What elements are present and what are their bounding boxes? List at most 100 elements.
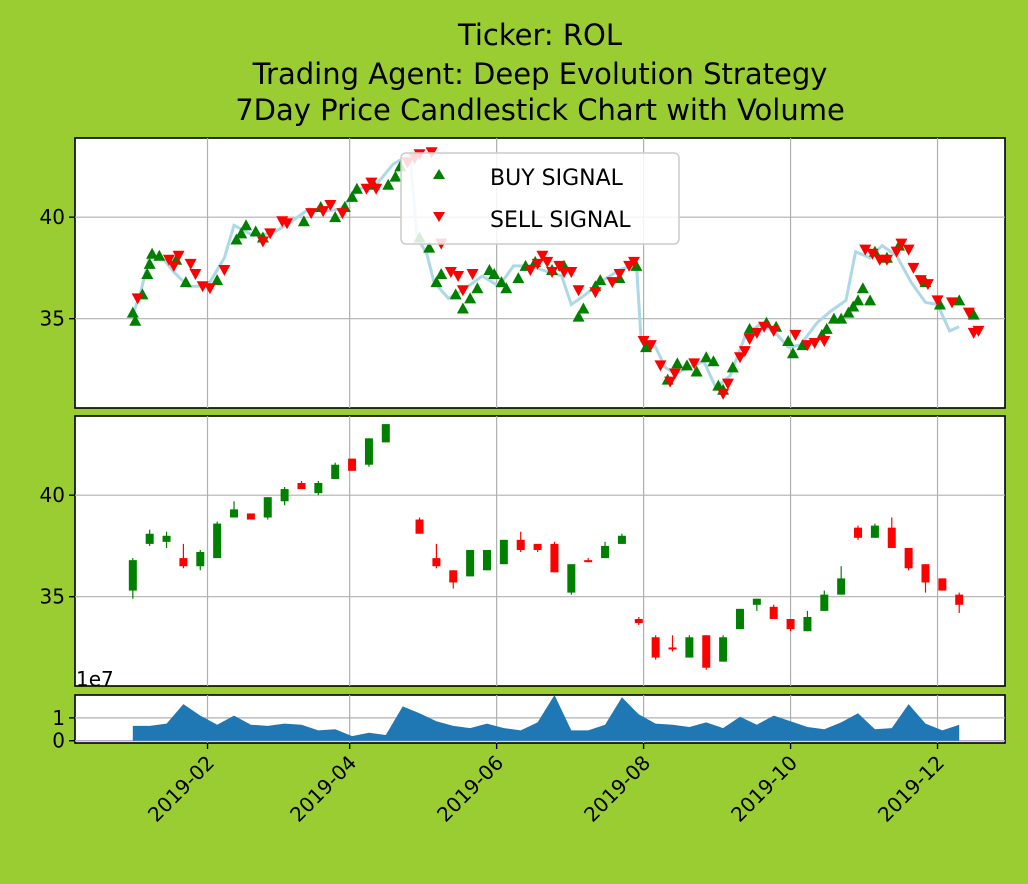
- sell-signal-marker: [565, 266, 578, 278]
- candle: [550, 541, 559, 573]
- buy-signal-marker: [153, 249, 166, 261]
- sell-signal-marker: [902, 244, 915, 256]
- sell-signal-marker: [162, 254, 175, 266]
- buy-signal-marker: [671, 357, 684, 369]
- sell-signal-marker: [365, 177, 378, 189]
- candle: [449, 570, 458, 589]
- sell-signal-marker: [370, 183, 383, 195]
- sell-signal-marker: [324, 199, 337, 211]
- sell-signal-marker: [572, 285, 585, 297]
- sell-signal-marker: [890, 246, 903, 258]
- candle: [246, 513, 255, 520]
- candle: [230, 501, 239, 518]
- candle-body: [179, 558, 188, 567]
- sell-signal-marker: [914, 275, 927, 287]
- buy-signal-marker: [726, 361, 739, 373]
- buy-signal-marker: [146, 247, 159, 259]
- volume-panel: 01 1e7: [52, 667, 1006, 753]
- candle: [213, 521, 222, 559]
- legend-buy-label: BUY SIGNAL: [490, 166, 624, 191]
- candle-body: [938, 578, 947, 591]
- candle-body: [921, 564, 930, 583]
- buy-signal-marker: [179, 276, 192, 288]
- candles: [128, 424, 964, 670]
- buy-signal-marker: [435, 268, 448, 280]
- candle: [786, 619, 795, 632]
- y-tick-label: 40: [40, 205, 65, 229]
- y-tick-label: 35: [40, 585, 65, 609]
- sell-signal-marker: [972, 325, 985, 337]
- sell-signal-marker: [688, 358, 701, 370]
- sell-signal-marker: [167, 260, 180, 272]
- candle: [331, 462, 340, 479]
- buy-signal-marker: [211, 274, 224, 286]
- candle: [584, 558, 593, 563]
- candle: [668, 635, 677, 652]
- candle-body: [837, 578, 846, 595]
- sell-signal-marker: [360, 183, 373, 195]
- candle-body: [128, 560, 137, 591]
- buy-signal-marker: [852, 294, 865, 306]
- buy-signal-marker: [820, 322, 833, 334]
- buy-signal-marker: [329, 211, 342, 223]
- buy-signal-marker: [864, 294, 877, 306]
- candle: [820, 590, 829, 611]
- buy-signal-marker: [382, 178, 395, 190]
- sell-signal-marker: [203, 283, 216, 295]
- candle: [601, 541, 610, 559]
- buy-signal-marker: [430, 276, 443, 288]
- candle-body: [752, 598, 761, 605]
- candle-body: [213, 523, 222, 559]
- buy-signal-marker: [577, 302, 590, 314]
- sell-signal-marker: [738, 346, 751, 358]
- buy-signal-marker: [933, 298, 946, 310]
- candle: [162, 531, 171, 548]
- sell-signal-marker: [336, 208, 349, 220]
- buy-signal-marker: [953, 294, 966, 306]
- sell-signal-marker: [733, 352, 746, 364]
- buy-signal-marker: [230, 233, 243, 245]
- sell-signal-marker: [664, 376, 677, 388]
- sell-signal-marker: [644, 340, 657, 352]
- buy-signal-marker: [700, 351, 713, 363]
- sell-signal-marker: [613, 269, 626, 281]
- buy-signal-marker: [842, 306, 855, 318]
- candle-body: [854, 527, 863, 538]
- candle: [887, 517, 896, 548]
- buy-signal-marker: [572, 310, 585, 322]
- sell-signal-marker: [531, 258, 544, 270]
- candle: [482, 549, 491, 571]
- sell-signal-marker: [767, 325, 780, 337]
- sell-signal-marker: [717, 388, 730, 400]
- candle-panel-frame: [74, 415, 1006, 687]
- candle: [769, 604, 778, 620]
- candle-body: [482, 549, 491, 571]
- sell-signal-marker: [256, 236, 269, 248]
- sell-signal-marker: [184, 258, 197, 270]
- title-line-1: Ticker: ROL: [457, 18, 622, 52]
- sell-signal-marker: [880, 254, 893, 266]
- volume-exponent-label: 1e7: [76, 667, 114, 691]
- buy-signal-marker: [126, 306, 139, 318]
- candle-body: [263, 497, 272, 518]
- buy-signal-marker: [495, 276, 508, 288]
- candle-body: [516, 539, 525, 550]
- sell-signal-marker: [317, 206, 330, 218]
- buy-signal-marker: [471, 282, 484, 294]
- buy-signal-marker: [847, 300, 860, 312]
- buy-signal-marker: [488, 268, 501, 280]
- candle-body: [415, 519, 424, 534]
- sell-signal-marker: [189, 269, 202, 281]
- buy-signal-marker: [707, 355, 720, 367]
- candle: [685, 635, 694, 658]
- sell-signal-marker: [637, 336, 650, 348]
- sell-signal-marker: [895, 238, 908, 250]
- buy-signal-marker: [389, 170, 402, 182]
- candle: [297, 480, 306, 490]
- legend-sell-label: SELL SIGNAL: [490, 208, 631, 233]
- buy-signal-marker: [690, 365, 703, 377]
- candle-body: [280, 489, 289, 502]
- candle: [938, 578, 947, 591]
- candle: [854, 525, 863, 540]
